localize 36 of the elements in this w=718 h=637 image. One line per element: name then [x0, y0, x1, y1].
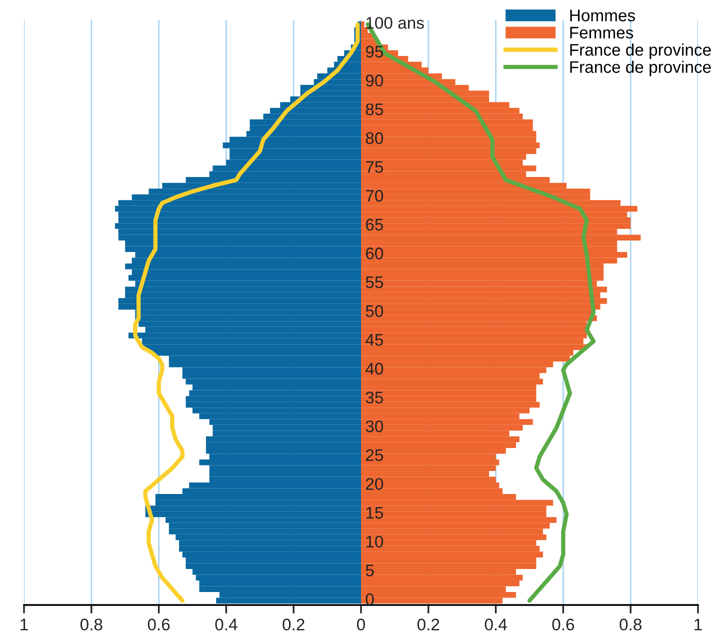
x-tick-label: 0.2	[417, 618, 440, 630]
y-tick-label: 20	[366, 478, 384, 490]
y-tick-label: 25	[366, 449, 384, 462]
x-tick-label: 0.8	[80, 618, 102, 630]
y-tick-label: 75	[366, 161, 384, 173]
x-tick-label: 1	[694, 618, 702, 630]
y-tick-label: 60	[366, 248, 384, 260]
x-tick-label: 1	[20, 618, 28, 630]
y-tick-label: 65	[366, 218, 384, 231]
y-tick-label: 0	[366, 593, 374, 606]
y-tick-label: 55	[366, 276, 384, 288]
y-tick-label: 95	[366, 46, 384, 58]
y-tick-label: 15	[366, 507, 384, 519]
x-tick-label: 0.4	[484, 618, 507, 630]
legend-label: France de province	[570, 60, 711, 76]
y-tick-label: 50	[366, 305, 384, 317]
y-tick-label: 10	[366, 536, 384, 548]
legend-label: Hommes	[570, 10, 635, 22]
legend-label: France de province	[570, 44, 711, 60]
legend-label: Femmes	[570, 26, 634, 39]
x-tick-label: 0	[357, 618, 365, 630]
y-tick-label: 70	[366, 190, 384, 202]
y-tick-label: 80	[366, 132, 384, 144]
x-tick-label: 0.8	[620, 618, 642, 630]
x-tick-label: 0.6	[552, 618, 574, 630]
y-tick-label: 35	[366, 392, 384, 404]
x-tick-label: 0.6	[148, 618, 170, 630]
y-tick-label: 5	[366, 564, 374, 576]
y-tick-label: 90	[366, 74, 384, 86]
y-tick-label: 85	[366, 103, 384, 116]
y-tick-label: 30	[366, 420, 384, 432]
y-tick-label: 100 ans	[366, 16, 424, 29]
x-tick-label: 0.2	[282, 618, 304, 630]
x-tick-label: 0.4	[215, 618, 238, 630]
y-tick-label: 45	[366, 334, 384, 346]
y-tick-label: 40	[366, 362, 384, 375]
